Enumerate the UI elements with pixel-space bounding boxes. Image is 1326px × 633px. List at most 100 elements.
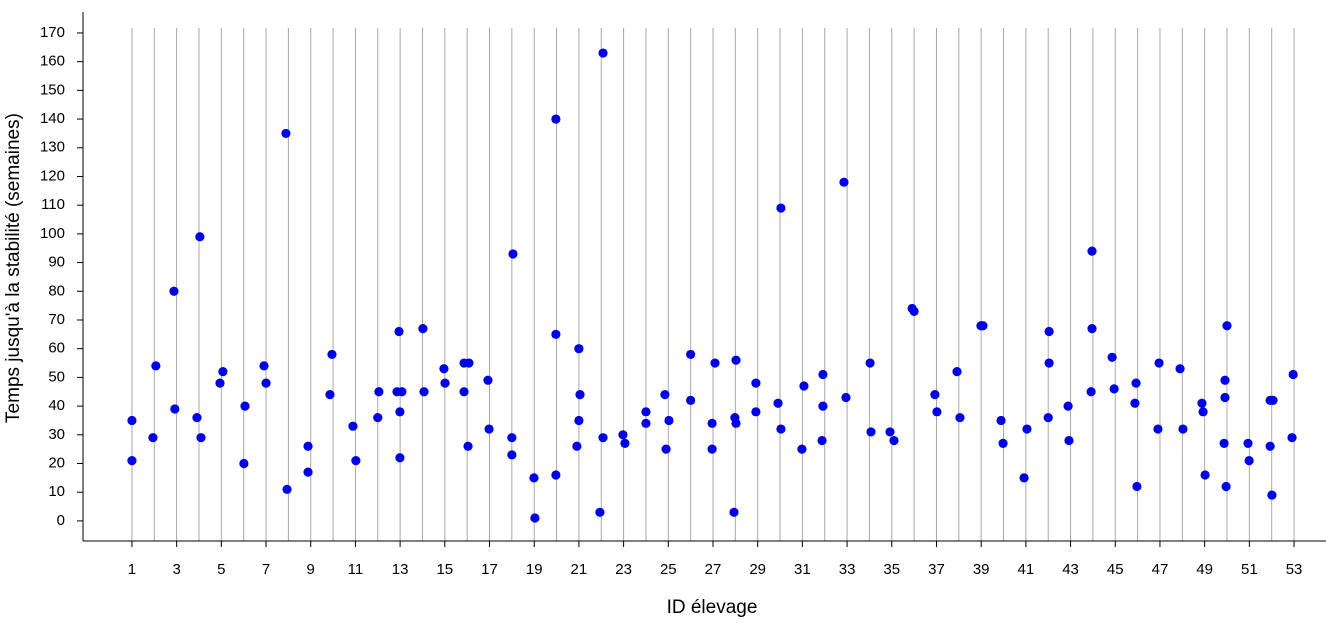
point <box>530 513 540 523</box>
point <box>170 404 180 414</box>
x-tick-label: 29 <box>749 561 766 578</box>
point <box>620 438 630 449</box>
point <box>282 484 292 494</box>
point <box>797 444 807 454</box>
x-tick-label: 27 <box>705 561 722 578</box>
x-tick-label: 37 <box>928 561 945 578</box>
point <box>507 433 517 443</box>
point <box>148 433 158 443</box>
point <box>729 507 739 517</box>
x-tick-label: 25 <box>660 561 677 578</box>
point <box>127 456 137 466</box>
point <box>661 444 671 454</box>
point <box>192 412 202 423</box>
point <box>215 378 225 388</box>
point <box>686 395 696 405</box>
point <box>998 438 1008 449</box>
x-tick-label: 3 <box>172 561 180 578</box>
point <box>151 361 161 371</box>
point <box>239 458 249 469</box>
y-tick-label: 30 <box>48 426 65 443</box>
point <box>707 444 717 454</box>
point <box>325 390 335 400</box>
point <box>839 177 849 187</box>
point <box>664 415 674 426</box>
point <box>1087 323 1097 334</box>
point <box>930 390 940 400</box>
y-tick-label: 0 <box>57 512 65 529</box>
point <box>1178 424 1188 434</box>
point <box>1109 384 1119 394</box>
y-tick-label: 70 <box>48 311 65 328</box>
point <box>710 358 720 368</box>
point <box>374 387 384 397</box>
point <box>618 430 628 440</box>
x-tick-label: 9 <box>307 561 315 578</box>
point <box>889 435 899 446</box>
point <box>866 427 876 437</box>
point <box>1107 352 1117 362</box>
point <box>327 349 337 360</box>
x-tick-label: 33 <box>839 561 856 578</box>
x-tick-label: 47 <box>1152 561 1169 578</box>
x-axis-label: ID élevage <box>667 597 758 618</box>
point <box>776 203 786 213</box>
x-tick-label: 15 <box>436 561 453 578</box>
point <box>1130 398 1140 408</box>
point <box>841 392 851 403</box>
point <box>351 456 361 466</box>
point <box>818 369 828 380</box>
y-tick-label: 40 <box>48 397 65 414</box>
y-tick-label: 20 <box>48 454 65 471</box>
point <box>996 415 1006 426</box>
point <box>909 306 919 316</box>
point <box>731 418 741 428</box>
point <box>507 450 517 460</box>
y-tick-label: 140 <box>40 110 65 127</box>
x-tick-label: 23 <box>615 561 632 578</box>
point <box>955 412 965 423</box>
point <box>394 326 404 337</box>
point <box>281 128 291 139</box>
x-tick-label: 53 <box>1286 561 1303 578</box>
point <box>440 378 450 388</box>
point <box>1022 424 1032 434</box>
point <box>1063 401 1073 411</box>
point <box>1221 481 1231 492</box>
point <box>261 378 271 388</box>
point <box>598 433 608 443</box>
point <box>595 507 605 517</box>
point <box>1222 321 1232 331</box>
y-tick-label: 110 <box>41 196 65 213</box>
y-tick-label: 50 <box>48 368 65 385</box>
point <box>484 424 494 434</box>
point <box>303 467 313 477</box>
x-tick-label: 5 <box>217 561 225 578</box>
y-tick-label: 80 <box>48 282 65 299</box>
y-tick-label: 60 <box>48 340 65 357</box>
point <box>776 424 786 434</box>
x-tick-label: 49 <box>1196 561 1213 578</box>
x-tick-label: 11 <box>348 561 364 578</box>
point <box>463 441 473 451</box>
point <box>348 421 358 431</box>
x-tick-label: 31 <box>794 561 811 578</box>
x-tick-label: 43 <box>1062 561 1079 578</box>
point <box>818 401 828 411</box>
point <box>464 358 474 368</box>
point <box>751 378 761 388</box>
point <box>397 387 407 397</box>
point <box>817 435 827 446</box>
point <box>1175 364 1185 374</box>
point <box>1219 438 1229 449</box>
point <box>1198 407 1208 417</box>
point <box>395 407 405 417</box>
point <box>598 48 608 58</box>
point <box>799 381 809 391</box>
y-tick-label: 150 <box>40 81 65 98</box>
x-tick-label: 41 <box>1018 561 1035 578</box>
point <box>1043 412 1053 423</box>
point <box>240 401 250 411</box>
point <box>195 232 205 242</box>
point <box>1086 387 1096 397</box>
